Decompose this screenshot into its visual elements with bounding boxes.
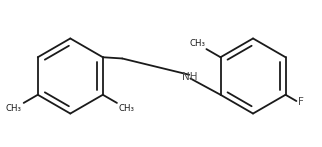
Text: CH₃: CH₃ <box>189 39 205 48</box>
Text: CH₃: CH₃ <box>6 103 22 113</box>
Text: NH: NH <box>182 72 198 82</box>
Text: F: F <box>298 97 304 107</box>
Text: CH₃: CH₃ <box>119 103 135 113</box>
